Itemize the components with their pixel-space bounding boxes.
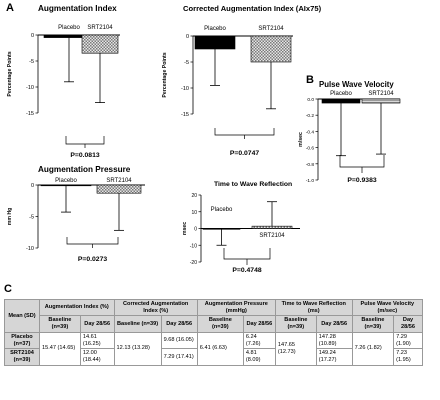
y-tick-label: 0 [194, 227, 197, 233]
y-tick-label: -5 [184, 60, 189, 66]
figure-canvas: Augmentation Index 0 -5 -10 -15 Percentage Po… [7, 4, 401, 274]
category-label: Placebo [211, 207, 233, 213]
table-cell: 6.24 (7.26) [242, 331, 276, 350]
y-tick-label: 0 [186, 34, 189, 40]
category-label: SRT2104 [368, 91, 394, 97]
sub-header: Day 28/56 [79, 315, 115, 333]
y-tick-label: -0.4 [306, 129, 315, 135]
table-cell: 12.00 (18.44) [79, 348, 115, 366]
p-value-label: P=0.4748 [232, 267, 262, 274]
y-tick-label: -20 [190, 260, 197, 266]
table-cell: 7.29 (1.90) [393, 331, 423, 350]
category-label: Placebo [330, 91, 352, 97]
bar [96, 184, 142, 194]
significance-bracket [65, 136, 105, 145]
sub-header: Baseline (n=39) [274, 315, 317, 333]
significance-bracket [339, 155, 385, 168]
y-axis-label: mm Hg [7, 208, 13, 226]
sub-header: Day 28/56 [242, 315, 276, 333]
bar [250, 35, 292, 63]
p-value-label: P=0.0273 [78, 256, 108, 263]
sub-header: Day 28/56 [393, 315, 423, 333]
category-label: Placebo [55, 178, 77, 184]
chart-title: Pulse Wave Velocity [319, 80, 394, 89]
table-cell: 7.23 (1.95) [393, 348, 423, 366]
y-tick-label: -15 [181, 112, 189, 118]
p-value-label: P=0.9383 [347, 177, 377, 184]
panel-label-b: B [306, 74, 314, 86]
y-tick-label: -1.0 [306, 178, 315, 184]
p-value-label: P=0.0813 [70, 152, 100, 159]
sub-header: Baseline (n=39) [351, 315, 395, 333]
sub-header: Day 28/56 [315, 315, 353, 333]
category-label: Placebo [58, 25, 80, 31]
y-tick-label: 0.0 [307, 97, 314, 103]
col-header: Time to Wave Reflection (ms) [274, 298, 353, 317]
y-tick-label: -5 [29, 215, 34, 221]
category-label: SRT2104 [259, 233, 285, 239]
y-tick-label: -10 [26, 246, 34, 252]
table-row: Placebo (n=37) 15.47 (14.65) 14.61 (16.2… [4, 331, 423, 366]
summary-table: Mean (SD) Augmentation Index (%) Correct… [4, 298, 424, 366]
table-cell: 4.81 (8.09) [242, 348, 276, 366]
category-label: SRT2104 [87, 25, 113, 31]
sub-header: Baseline (n=39) [39, 315, 81, 333]
y-tick-label: -10 [181, 86, 189, 92]
y-tick-label: 20 [191, 193, 197, 199]
bar [251, 225, 293, 229]
col-header: Pulse Wave Velocity (m/sec) [351, 298, 424, 317]
y-tick-label: -10 [26, 85, 34, 91]
y-axis-label: m/sec [298, 132, 304, 147]
y-tick-label: 0 [31, 183, 34, 189]
col-header: Corrected Augmentation Index (%) [113, 298, 198, 317]
table-cell: 149.24 (17.27) [315, 348, 353, 366]
table-cell: 7.26 (1.82) [351, 331, 395, 366]
chart-title: Corrected Augmentation Index (AIx75) [183, 4, 322, 13]
chart-title: Augmentation Index [38, 4, 117, 13]
table-cell: 7.29 (17.41) [160, 348, 198, 366]
col-header: Augmentation Pressure (mmHg) [196, 298, 276, 317]
y-axis-label: Percentage Points [162, 52, 168, 97]
y-axis-label: msec [182, 222, 188, 235]
sub-header: Baseline (n=39) [196, 315, 244, 333]
significance-bracket [66, 237, 119, 245]
y-tick-label: -15 [26, 111, 34, 117]
sub-header: Baseline (n=39) [113, 315, 162, 333]
y-tick-label: 10 [191, 210, 197, 216]
table-cell: 6.41 (6.63) [196, 331, 244, 366]
bar [81, 34, 119, 54]
p-value-label: P=0.0747 [230, 150, 260, 157]
category-label: Placebo [204, 26, 226, 32]
y-tick-label: -0.2 [306, 113, 315, 119]
y-tick-label: -5 [29, 59, 34, 65]
table-cell: 147.28 (10.89) [315, 331, 353, 350]
y-tick-label: -10 [190, 243, 197, 249]
bar [194, 35, 236, 50]
table-cell: 12.13 (13.28) [113, 331, 162, 366]
y-tick-label: 0 [31, 33, 34, 39]
y-axis-label: Percentage Points [7, 51, 13, 96]
chart-title: Augmentation Pressure [38, 165, 131, 174]
table-cell: 15.47 (14.65) [39, 331, 81, 366]
panel-label-c: C [4, 283, 12, 295]
significance-bracket [223, 248, 271, 260]
category-label: SRT2104 [258, 26, 284, 32]
panel-label-a: A [6, 2, 14, 14]
row-label: SRT2104 (n=39) [4, 348, 40, 366]
bar [321, 98, 361, 104]
significance-bracket [214, 128, 275, 136]
sub-header: Day 28/56 [160, 315, 198, 333]
bar [361, 98, 401, 104]
y-tick-label: -0.8 [306, 162, 315, 168]
chart-title: Time to Wave Reflection [214, 181, 292, 188]
table-cell: 14.61 (16.25) [79, 331, 115, 350]
category-label: SRT2104 [106, 178, 132, 184]
row-label: Placebo (n=37) [4, 331, 40, 350]
table-cell: 9.68 (16.05) [160, 331, 198, 350]
mean-header: Mean (SD) [4, 299, 40, 333]
col-header: Augmentation Index (%) [39, 298, 115, 317]
table-row: SRT2104 (n=39) 12.00 (18.44) 7.29 (17.41… [4, 348, 423, 366]
table-cell: 147.65 (12.73) [274, 331, 317, 366]
y-tick-label: -0.6 [306, 146, 315, 152]
